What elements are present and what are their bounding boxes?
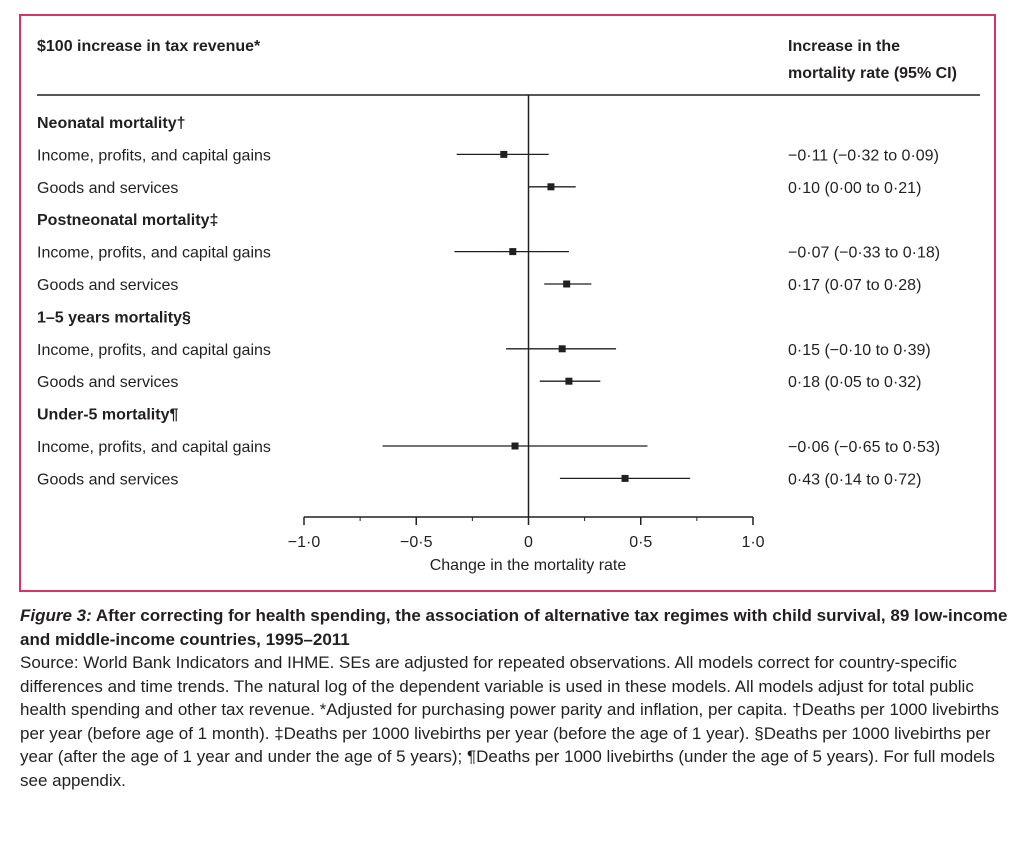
point-estimate	[509, 248, 517, 256]
x-tick-label: 0	[524, 534, 533, 551]
point-estimate	[563, 280, 571, 288]
row-label: Goods and services	[37, 471, 178, 488]
x-axis: −1·0 −0·5 0 0·5 1·0	[288, 516, 765, 551]
row-label: Goods and services	[37, 277, 178, 294]
figure-frame	[19, 14, 996, 592]
header-right-label-line2: mortality rate (95% CI)	[788, 65, 957, 82]
rows-layer: Neonatal mortality† Income, profits, and …	[37, 95, 940, 517]
ci-value-label: 0·15 (−0·10 to 0·39)	[788, 342, 931, 359]
x-axis-label: Change in the mortality rate	[430, 557, 627, 574]
row-label: Goods and services	[37, 374, 178, 391]
ci-value-label: 0·43 (0·14 to 0·72)	[788, 471, 921, 488]
x-tick-label: 0·5	[629, 534, 652, 551]
caption-title-text: After correcting for health spending, th…	[20, 606, 1008, 649]
point-estimate	[500, 150, 508, 158]
ci-value-label: 0·17 (0·07 to 0·28)	[788, 277, 921, 294]
header-right-label-line1: Increase in the	[788, 38, 900, 55]
ci-value-label: −0·11 (−0·32 to 0·09)	[788, 147, 939, 164]
point-estimate	[558, 345, 566, 353]
ci-value-label: −0·06 (−0·65 to 0·53)	[788, 439, 940, 456]
ci-value-label: 0·10 (0·00 to 0·21)	[788, 180, 921, 197]
point-estimate	[565, 377, 573, 385]
caption-body: Source: World Bank Indicators and IHME. …	[20, 653, 1000, 790]
point-estimate	[621, 474, 629, 482]
ci-value-label: −0·07 (−0·33 to 0·18)	[788, 245, 940, 262]
point-estimate	[547, 183, 555, 191]
point-estimate	[511, 442, 519, 450]
x-tick-label: −0·5	[400, 534, 433, 551]
figure-caption: Figure 3: After correcting for health sp…	[20, 604, 1010, 792]
header-left-label: $100 increase in tax revenue*	[37, 38, 261, 55]
group-label: Postneonatal mortality‡	[37, 212, 218, 229]
caption-title: Figure 3: After correcting for health sp…	[20, 604, 1010, 651]
row-label: Goods and services	[37, 180, 178, 197]
row-label: Income, profits, and capital gains	[37, 147, 271, 164]
forest-plot: $100 increase in tax revenue* Increase i…	[37, 38, 980, 574]
ci-value-label: 0·18 (0·05 to 0·32)	[788, 374, 921, 391]
group-label: 1–5 years mortality§	[37, 309, 191, 326]
row-label: Income, profits, and capital gains	[37, 342, 271, 359]
x-tick-label: −1·0	[288, 534, 321, 551]
group-label: Under-5 mortality¶	[37, 407, 178, 424]
x-tick-label: 1·0	[741, 534, 764, 551]
caption-figure-label: Figure 3:	[20, 606, 92, 625]
row-label: Income, profits, and capital gains	[37, 245, 271, 262]
group-label: Neonatal mortality†	[37, 115, 185, 132]
row-label: Income, profits, and capital gains	[37, 439, 271, 456]
